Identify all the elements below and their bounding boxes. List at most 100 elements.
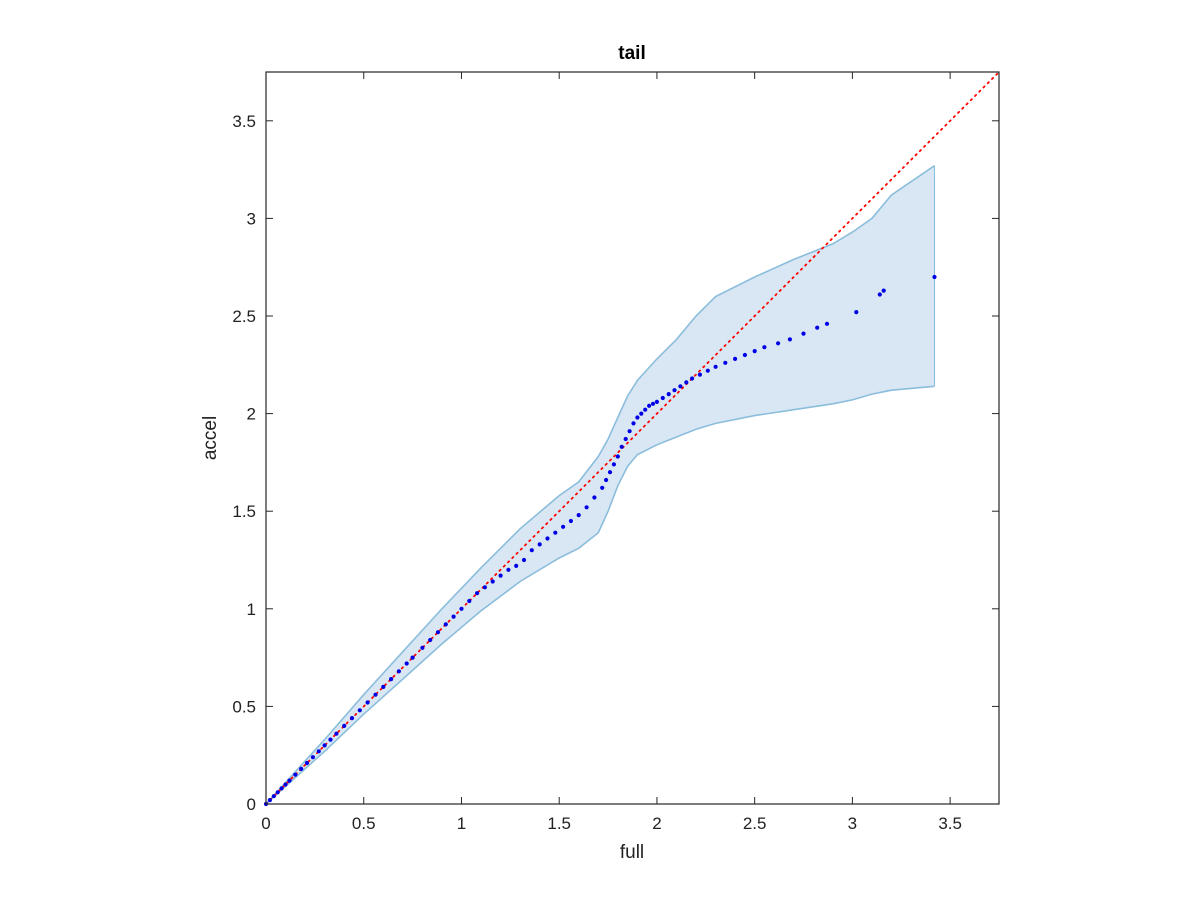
data-point: [316, 749, 321, 754]
data-point: [514, 563, 519, 569]
data-point: [334, 731, 339, 736]
data-point: [537, 542, 542, 547]
data-point: [310, 755, 315, 760]
data-point: [299, 766, 304, 772]
data-point: [428, 637, 433, 643]
data-point: [568, 518, 574, 524]
plot-area: [263, 71, 1000, 807]
data-point: [684, 380, 689, 385]
data-point: [678, 384, 683, 389]
y-tick-label: 1: [247, 600, 256, 619]
data-point: [600, 485, 605, 490]
confidence-band-group: [265, 165, 935, 805]
data-point: [435, 630, 441, 635]
data-point: [801, 331, 806, 336]
y-tick-label: 1.5: [232, 502, 256, 521]
data-point: [611, 462, 617, 467]
data-point: [672, 388, 677, 393]
data-point: [482, 585, 487, 590]
x-tick-label: 2.5: [743, 814, 767, 833]
data-point: [619, 444, 624, 449]
data-point: [623, 436, 628, 442]
data-point: [451, 614, 456, 619]
data-point: [650, 401, 656, 406]
x-tick-label: 3.5: [938, 814, 962, 833]
data-point: [752, 349, 757, 354]
y-tick-label: 3.5: [232, 112, 256, 131]
data-point: [304, 760, 310, 766]
data-point: [342, 723, 347, 729]
y-tick-label: 0: [247, 795, 256, 814]
data-point: [322, 743, 327, 748]
x-tick-label: 1: [457, 814, 466, 833]
data-point: [690, 376, 695, 381]
data-point: [604, 477, 609, 483]
data-point: [742, 352, 748, 358]
data-points-group: [263, 274, 937, 807]
reference-line: [265, 71, 1000, 805]
data-point: [584, 505, 589, 510]
chart-title: tail: [618, 43, 645, 64]
data-point: [854, 310, 859, 315]
data-point: [776, 341, 781, 346]
data-point: [293, 772, 298, 777]
data-point: [279, 786, 284, 791]
x-tick-label: 0: [261, 814, 270, 833]
data-point: [660, 395, 665, 401]
data-point: [713, 364, 718, 369]
data-point: [615, 454, 620, 459]
confidence-band-fill: [266, 165, 935, 804]
data-point: [654, 399, 660, 404]
data-point: [349, 716, 355, 721]
x-tick-label: 1.5: [547, 814, 571, 833]
data-point: [267, 798, 272, 803]
data-point: [705, 368, 710, 373]
data-point: [592, 495, 597, 500]
data-point: [521, 557, 527, 563]
data-point: [498, 573, 503, 578]
data-point: [357, 708, 362, 713]
data-point: [576, 513, 581, 518]
data-point: [490, 579, 495, 584]
data-point: [762, 345, 767, 350]
data-point: [467, 598, 472, 604]
x-axis-label: full: [620, 842, 644, 863]
data-point: [365, 700, 370, 705]
data-point: [396, 669, 401, 674]
data-point: [529, 548, 534, 553]
data-point: [666, 392, 671, 397]
data-point: [643, 407, 648, 412]
data-point: [328, 737, 333, 742]
x-tick-label: 3: [848, 814, 857, 833]
y-axis-label: accel: [200, 416, 221, 460]
y-tick-label: 3: [247, 209, 256, 228]
data-point: [287, 778, 292, 783]
data-point: [404, 661, 409, 666]
data-point: [824, 321, 830, 326]
data-point: [475, 591, 480, 596]
data-point: [877, 292, 882, 297]
data-point: [561, 524, 566, 529]
data-point: [283, 782, 288, 787]
data-point: [607, 470, 613, 475]
data-point: [733, 356, 738, 361]
data-point: [420, 645, 425, 650]
data-point: [631, 421, 636, 426]
axes-frame: [265, 71, 1000, 805]
data-point: [275, 790, 280, 795]
data-point: [881, 288, 886, 293]
data-point: [639, 411, 644, 416]
data-point: [389, 677, 394, 682]
data-point: [443, 622, 448, 627]
y-tick-label: 0.5: [232, 697, 256, 716]
data-point: [635, 415, 640, 420]
data-point: [381, 684, 386, 690]
reference-line-group: [265, 71, 1000, 805]
data-point: [271, 794, 276, 799]
data-point: [647, 403, 652, 408]
data-point: [459, 606, 464, 611]
y-tick-label: 2.5: [232, 307, 256, 326]
confidence-band-lower-edge: [265, 385, 935, 805]
x-tick-label: 0.5: [352, 814, 376, 833]
